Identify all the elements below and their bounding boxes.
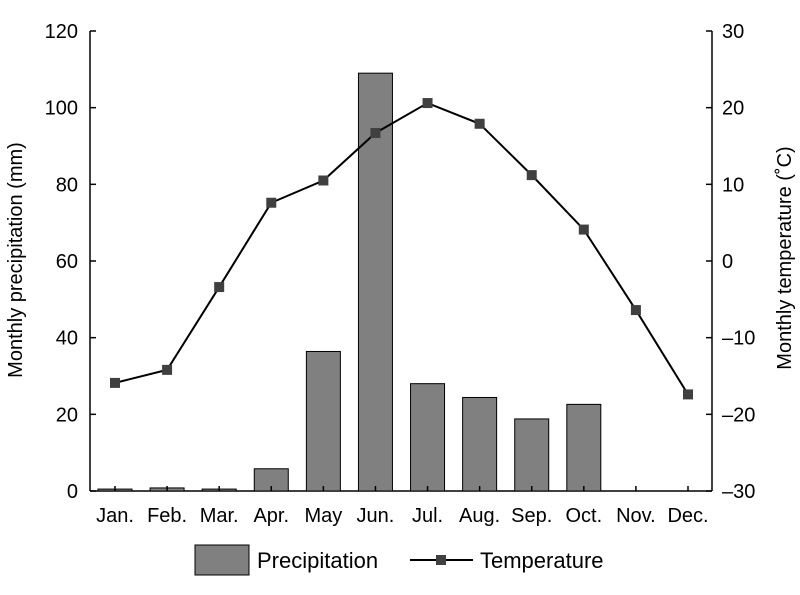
temperature-point	[422, 98, 433, 109]
temperature-point	[474, 118, 485, 129]
x-tick-label: Sep.	[511, 505, 552, 527]
x-tick-label: Jul.	[412, 505, 443, 527]
plot-frame	[89, 31, 713, 492]
y2-tick-label: –30	[722, 481, 755, 503]
temperature-point	[110, 377, 120, 388]
legend: Precipitation Temperature	[194, 544, 604, 576]
temperature-point	[630, 305, 641, 316]
temperature-point	[266, 197, 277, 208]
x-tick-label: May	[304, 505, 342, 527]
temperature-point	[214, 282, 225, 293]
y-tick-label: 0	[67, 481, 78, 503]
precipitation-bar	[514, 418, 550, 492]
temperature-point	[318, 175, 329, 186]
y-tick-label: 20	[56, 404, 78, 426]
legend-temperature-marker	[436, 555, 446, 565]
precipitation-bar	[305, 350, 341, 492]
x-tick-label: Nov.	[616, 505, 656, 527]
y2-tick-label: –20	[722, 404, 755, 426]
temperature-point	[526, 170, 537, 181]
y-axis-left-ticks: 0 20 40 60 80 100 120	[45, 21, 96, 503]
y2-tick-label: 10	[722, 174, 744, 196]
x-tick-label: Mar.	[200, 505, 239, 527]
y-axis-left-title: Monthly precipitation (mm)	[5, 142, 27, 378]
y2-tick-label: 30	[722, 21, 744, 43]
legend-precipitation-label: Precipitation	[257, 548, 378, 573]
legend-temperature-label: Temperature	[480, 548, 604, 573]
precipitation-bar	[566, 403, 602, 492]
x-tick-label: Feb.	[147, 505, 187, 527]
x-tick-label: Aug.	[459, 505, 500, 527]
temperature-series	[110, 98, 693, 400]
y-axis-right-title: Monthly temperature (˚C)	[774, 146, 796, 369]
y-tick-label: 120	[45, 21, 78, 43]
temperature-point	[162, 364, 173, 375]
x-tick-label: Oct.	[565, 505, 602, 527]
y-tick-label: 80	[56, 174, 78, 196]
temperature-line	[114, 101, 689, 395]
y-axis-right-ticks: –30 –20 –10 0 10 20 30	[706, 21, 755, 503]
precipitation-bar	[410, 383, 446, 492]
y2-tick-label: –10	[722, 328, 755, 350]
x-tick-label: Apr.	[253, 505, 289, 527]
temperature-point	[370, 127, 381, 138]
x-axis-ticks: Jan. Feb. Mar. Apr. May Jun. Jul. Aug. Sep. Oct. N…	[96, 486, 709, 527]
temperature-point	[683, 389, 693, 400]
temperature-point	[578, 224, 589, 235]
precipitation-bar	[462, 396, 498, 492]
y-tick-label: 40	[56, 328, 78, 350]
precipitation-bars	[97, 72, 602, 492]
y-tick-label: 60	[56, 251, 78, 273]
y2-tick-label: 20	[722, 98, 744, 120]
legend-precipitation-swatch	[194, 544, 250, 576]
x-tick-label: Jun.	[357, 505, 395, 527]
y2-tick-label: 0	[722, 251, 733, 273]
x-tick-label: Jan.	[96, 505, 134, 527]
y-tick-label: 100	[45, 98, 78, 120]
x-tick-label: Dec.	[667, 505, 708, 527]
